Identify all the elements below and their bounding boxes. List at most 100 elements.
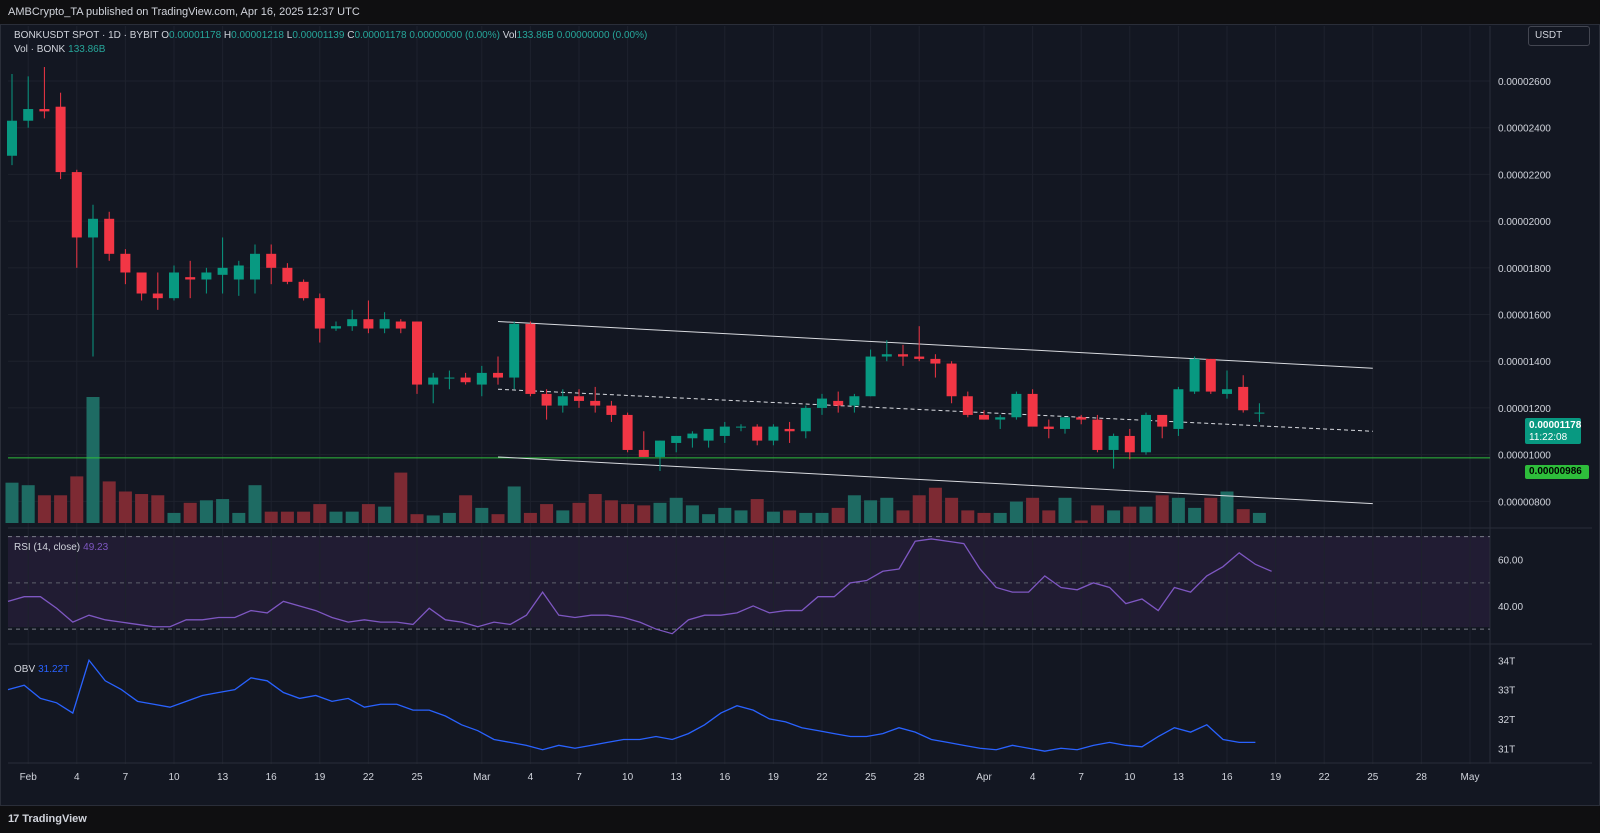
tradingview-logo[interactable]: 17 TradingView: [8, 813, 87, 825]
candle: [574, 389, 584, 408]
candle-body: [282, 267, 293, 282]
candle: [865, 349, 876, 397]
candle-body: [703, 428, 714, 441]
candle-body: [39, 109, 50, 112]
time-axis-label: 16: [266, 772, 278, 783]
candle: [185, 260, 196, 299]
volume-bar: [685, 505, 699, 523]
volume-bar: [394, 472, 408, 523]
candle-body: [817, 398, 827, 408]
candle: [444, 370, 455, 390]
volume-bar: [588, 494, 602, 523]
volume-bar: [1090, 505, 1104, 523]
rsi-legend-label[interactable]: RSI (14, close): [14, 542, 81, 553]
obv-legend-label[interactable]: OBV: [14, 664, 36, 675]
candle: [298, 279, 309, 301]
candle: [655, 440, 665, 471]
price-axis-label: 0.00000800: [1498, 497, 1551, 508]
price-axis-label: 0.00001800: [1498, 264, 1551, 275]
time-axis-label: 10: [168, 772, 180, 783]
candle-body: [1222, 389, 1232, 394]
candle: [800, 405, 811, 439]
candle: [55, 92, 66, 180]
candle-body: [331, 326, 341, 329]
quote-currency-button[interactable]: USDT: [1528, 26, 1590, 46]
volume-bar: [1058, 497, 1072, 523]
time-axis-label: Mar: [473, 772, 491, 783]
candle-body: [185, 277, 196, 280]
candle-body: [1205, 358, 1216, 392]
price-axis-label: 0.00002400: [1498, 124, 1551, 135]
candle-body: [23, 109, 34, 121]
candle: [1043, 419, 1054, 439]
symbol-label[interactable]: BONKUSDT SPOT · 1D · BYBIT: [14, 30, 159, 41]
volume-bar: [977, 512, 991, 523]
candle-body: [476, 372, 487, 385]
candle-body: [1060, 417, 1070, 429]
candle: [314, 293, 325, 343]
candle: [23, 76, 34, 128]
high-label: H: [223, 30, 232, 41]
candle-body: [1254, 412, 1265, 414]
candle: [136, 272, 147, 301]
candle: [557, 389, 568, 413]
candle-body: [298, 281, 309, 299]
candle: [833, 391, 844, 413]
volume-bar: [523, 512, 537, 523]
candle-body: [525, 323, 536, 394]
ohlc-legend: BONKUSDT SPOT · 1D · BYBIT O0.00001178 H…: [14, 30, 647, 41]
volume-bar: [1236, 509, 1250, 523]
candle: [493, 356, 503, 385]
volume-legend-label[interactable]: Vol · BONK: [14, 44, 66, 55]
volume-bar: [945, 497, 959, 523]
time-axis-label: 4: [74, 772, 80, 783]
candle-body: [314, 298, 325, 329]
candle-body: [250, 253, 260, 280]
time-axis-label: 7: [1078, 772, 1084, 783]
candle: [930, 354, 941, 378]
rsi-line: [7, 538, 1272, 635]
candle: [606, 400, 617, 422]
obv-axis-label: 34T: [1498, 656, 1515, 667]
volume-bar: [329, 511, 343, 523]
volume-bar: [1139, 506, 1153, 523]
candle: [752, 424, 763, 446]
price-axis-label: 0.00002200: [1498, 170, 1551, 181]
time-axis-label: Feb: [20, 772, 38, 783]
volume-bar: [297, 511, 311, 523]
candle: [104, 211, 115, 261]
rsi-band-fill: [8, 536, 1490, 627]
candle: [671, 435, 682, 453]
candle-body: [833, 400, 844, 406]
candle-body: [509, 323, 520, 378]
volume-bar: [216, 499, 230, 523]
obv-legend: OBV 31.22T: [14, 664, 69, 675]
volume-bar: [864, 500, 878, 523]
volume-bar: [345, 511, 359, 523]
volume-bar: [621, 504, 635, 523]
candle-body: [55, 106, 66, 173]
price-axis-label: 0.00001400: [1498, 357, 1551, 368]
candle-body: [1238, 386, 1249, 411]
close-label: C: [347, 30, 355, 41]
time-axis-label: 16: [1221, 772, 1233, 783]
volume-bar: [1188, 507, 1202, 523]
time-axis-label: 28: [1416, 772, 1428, 783]
candle: [1205, 358, 1216, 394]
candle: [1238, 375, 1249, 413]
footer-bar: 17 TradingView: [0, 806, 1600, 833]
vol-change-value: 0.00000000 (0.00%): [556, 30, 648, 41]
candle: [881, 340, 892, 362]
volume-bar: [37, 495, 51, 523]
volume-bar: [718, 507, 732, 523]
candle: [703, 428, 714, 448]
candle-body: [800, 407, 811, 432]
candle: [719, 421, 730, 443]
candle-body: [152, 293, 163, 299]
candle: [541, 389, 552, 420]
volume-bar: [491, 514, 505, 523]
candle: [1060, 417, 1070, 434]
volume-bar: [378, 506, 392, 523]
candle: [849, 393, 860, 413]
